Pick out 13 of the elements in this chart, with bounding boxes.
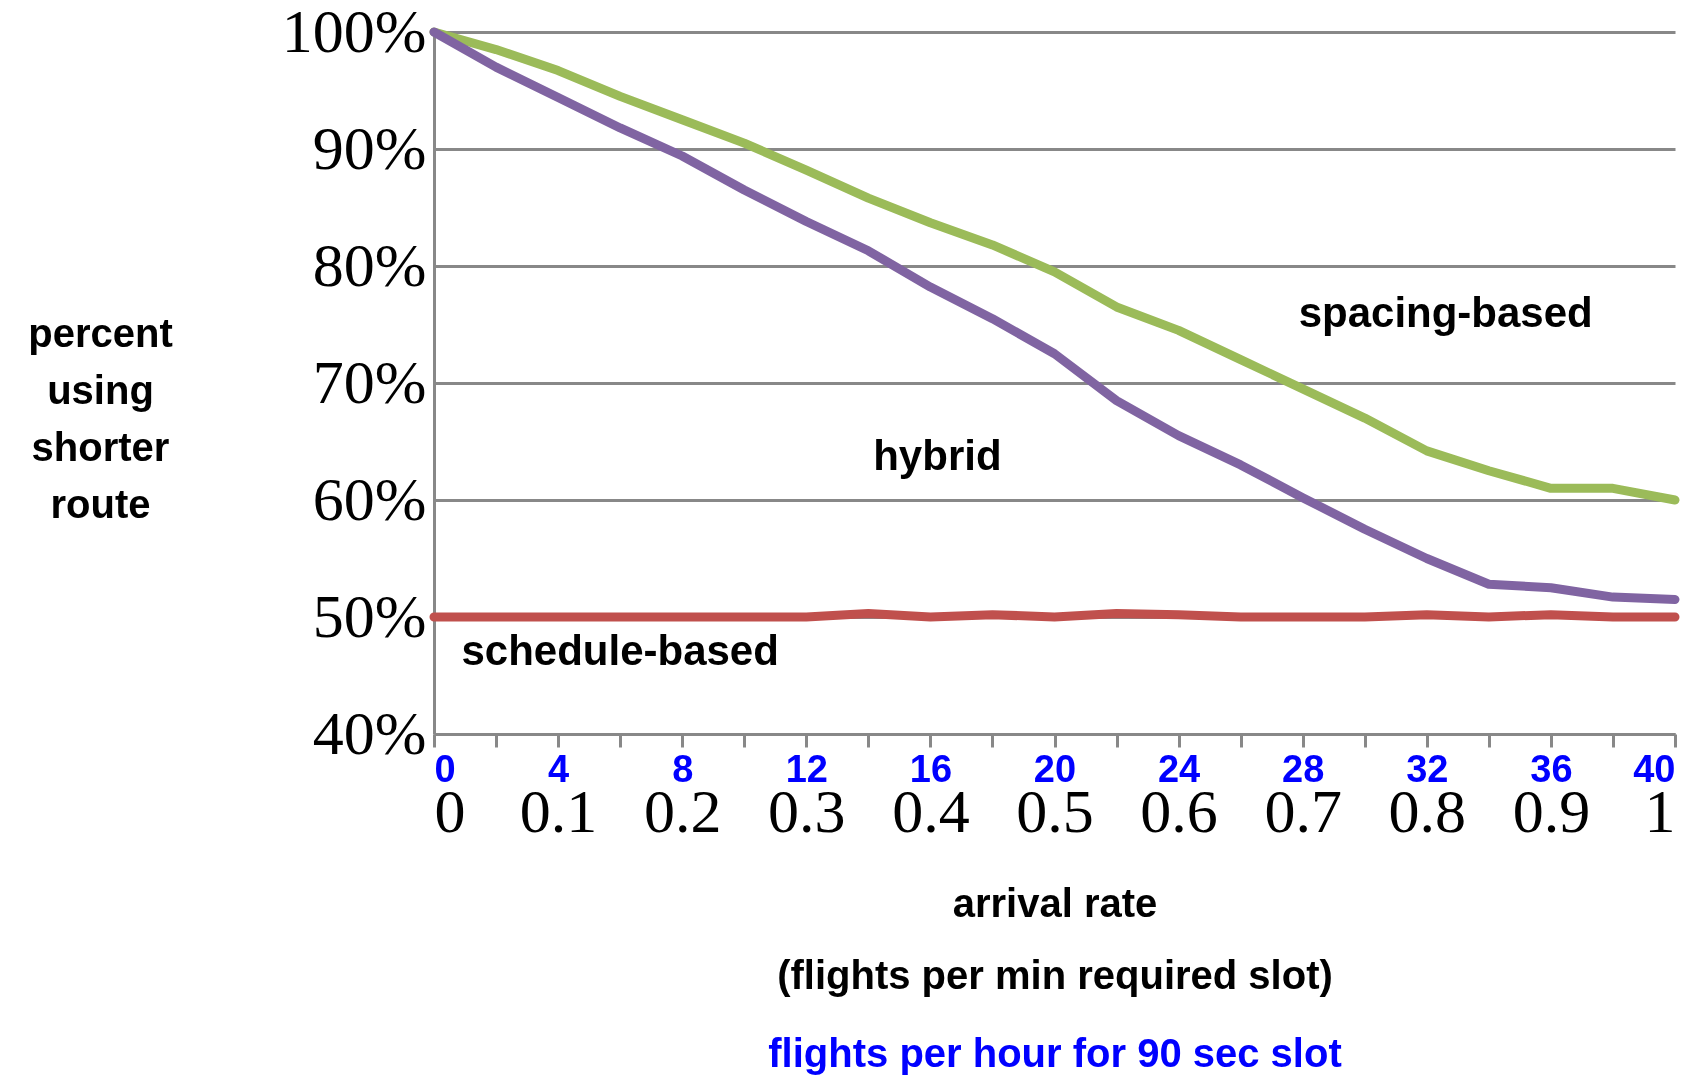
y-tick-label: 40% xyxy=(312,698,427,767)
y-tick-label: 70% xyxy=(312,347,427,416)
y-tick-label: 60% xyxy=(312,464,427,533)
x-axis-title: arrival rate (flights per min required slot) xyxy=(777,880,1333,997)
x2-axis-title: flights per hour for 90 sec slot xyxy=(768,1030,1342,1075)
y-tick-label: 90% xyxy=(312,113,427,182)
y-tick-label: 50% xyxy=(312,581,427,650)
y-tick-label: 100% xyxy=(281,0,427,65)
series-label: schedule-based xyxy=(461,627,779,674)
y-axis-title: percent using shorter route xyxy=(28,310,173,526)
text: hybrid xyxy=(873,431,1002,479)
series-label: spacing-based xyxy=(1298,288,1593,336)
y-tick-label: 80% xyxy=(312,230,427,299)
